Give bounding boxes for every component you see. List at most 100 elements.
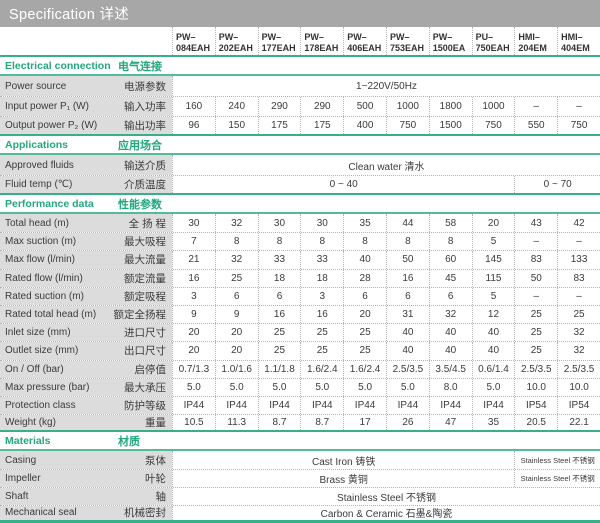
spec-cell: 9 xyxy=(214,305,258,324)
model-name-line2: 1500EA xyxy=(432,43,466,54)
row-values: 3 6 6 3 6 6 6 5– – xyxy=(172,287,600,305)
spec-cell: 25 xyxy=(214,269,258,287)
row-label-en: Rated suction (m) xyxy=(5,290,84,302)
spec-cell: 175 xyxy=(257,117,301,134)
spec-cell: Carbon & Ceramic 石墨&陶瓷 xyxy=(172,505,600,520)
spec-cell: 33 xyxy=(257,251,301,269)
table-row: Protection class 防护等级 IP44 IP44 IP44 IP44 IP44… xyxy=(0,395,600,415)
row-label-zh: 叶轮 xyxy=(145,473,166,486)
row-label: Max flow (l/min) 最大流量 xyxy=(0,251,172,269)
model-name-line2: 178EAH xyxy=(304,43,339,54)
table-row: Power source 电源参数 1~220V/50Hz xyxy=(0,76,600,96)
section-title-en: Applications xyxy=(5,138,69,151)
row-label: Fluid temp (℃) 介质温度 xyxy=(0,176,172,193)
row-label-en: Max flow (l/min) xyxy=(5,254,76,266)
spec-cell: 750 xyxy=(385,117,429,134)
spec-cell: 25 xyxy=(343,324,386,342)
row-values: 20 20 25 25 25 40 40 40 25 32 xyxy=(172,342,600,360)
row-label-en: Mechanical seal xyxy=(5,507,77,519)
model-name-line1: HMI– xyxy=(561,32,583,43)
row-label: Rated flow (l/min) 额定流量 xyxy=(0,269,172,287)
row-label-zh: 最大流量 xyxy=(124,254,166,267)
row-values: 16 25 18 18 28 16 45 115 50 83 xyxy=(172,269,600,287)
spec-cell: 30 xyxy=(172,214,215,233)
spec-cell: 8 xyxy=(428,233,472,251)
spec-cell: 10.5 xyxy=(172,415,215,431)
section-header: Materials 材质 xyxy=(0,432,600,452)
spec-cell: 25 xyxy=(557,305,600,324)
model-header-col: PW– 177EAH xyxy=(257,27,301,55)
spec-cell: IP54 xyxy=(514,396,557,415)
spec-cell: 25 xyxy=(257,324,301,342)
table-row: Rated suction (m) 额定吸程 3 6 6 3 6 6 6 5– – xyxy=(0,286,600,305)
spec-cell: 290 xyxy=(300,97,343,116)
spec-cell: 9 xyxy=(172,305,215,324)
model-name-line1: PW– xyxy=(218,32,239,43)
spec-cell: 6 xyxy=(214,287,258,305)
row-label-en: Power source xyxy=(5,80,67,92)
row-label-en: Approved fluids xyxy=(5,159,74,171)
model-name-line1: PW– xyxy=(389,32,410,43)
spec-cell: 2.5/3.5 xyxy=(557,360,600,378)
spec-cell: 8 xyxy=(385,233,429,251)
spec-cell: 5 xyxy=(471,233,515,251)
row-label: Input power P₁ (W) 输入功率 xyxy=(0,97,172,116)
spec-cell: 25 xyxy=(514,342,557,360)
row-label: Rated total head (m) 额定全扬程 xyxy=(0,305,172,324)
spec-cell: 25 xyxy=(300,342,343,360)
row-label: Outlet size (mm) 出口尺寸 xyxy=(0,342,172,360)
spec-cell: 25 xyxy=(514,324,557,342)
row-values: 7 8 8 8 8 8 8 5– – xyxy=(172,233,600,251)
spec-cell: 550 xyxy=(514,117,557,134)
spec-cell: 25 xyxy=(300,324,343,342)
spec-cell: 40 xyxy=(428,324,472,342)
model-header-col: PW– 753EAH xyxy=(385,27,429,55)
row-label-zh: 输入功率 xyxy=(124,101,166,113)
spec-cell: 2.5/3.5 xyxy=(385,360,429,378)
spec-cell: 40 xyxy=(343,251,386,269)
model-header-cells: PW– 084EAH PW– 202EAH PW– 177EAH PW– 178EAH PW– 4… xyxy=(172,27,600,55)
spec-cell: 32 xyxy=(214,214,258,233)
section-title-zh: 电气连接 xyxy=(118,60,162,73)
table-row: Casing 泵体 Cast Iron 铸铁 Stainless Steel 不锈钢 xyxy=(0,451,600,470)
model-name-line1: PW– xyxy=(432,32,453,43)
model-name-line2: 084EAH xyxy=(176,43,211,54)
spec-cell: 5.0 xyxy=(343,378,386,396)
row-label: Rated suction (m) 额定吸程 xyxy=(0,287,172,305)
row-values: 1~220V/50Hz xyxy=(172,76,600,96)
table-row: Rated total head (m) 额定全扬程 9 9 16 16 20 31 32 12 2… xyxy=(0,304,600,324)
row-label-en: Max pressure (bar) xyxy=(5,381,90,393)
row-label-zh: 启停值 xyxy=(134,363,167,376)
spec-cell: 240 xyxy=(214,97,258,116)
row-label-zh: 泵体 xyxy=(145,454,166,467)
spec-cell: 1.6/2.4 xyxy=(300,360,343,378)
model-name-line2: 404EM xyxy=(561,43,590,54)
table-row: Mechanical seal 机械密封 Carbon & Ceramic 石墨&陶… xyxy=(0,504,600,523)
row-label-zh: 重量 xyxy=(145,417,166,430)
spec-cell: 35 xyxy=(343,214,386,233)
spec-cell: 6 xyxy=(428,287,472,305)
row-label-en: Shaft xyxy=(5,490,29,502)
spec-cell: 40 xyxy=(385,342,429,360)
spec-cell: 5.0 xyxy=(214,378,258,396)
title-bar: Specification 详述 xyxy=(0,0,600,27)
row-label-en: Casing xyxy=(5,454,37,466)
spec-cell: IP44 xyxy=(385,396,429,415)
section-title-en: Materials xyxy=(5,434,51,447)
spec-cell: 8 xyxy=(343,233,386,251)
spec-cell: 43 xyxy=(514,214,557,233)
row-label-zh: 全 扬 程 xyxy=(128,217,166,230)
model-name-line1: PU– xyxy=(475,32,494,43)
row-label: Impeller 叶轮 xyxy=(0,470,172,488)
model-header-row: PW– 084EAH PW– 202EAH PW– 177EAH PW– 178EAH PW– 4… xyxy=(0,27,600,57)
spec-cell: 40 xyxy=(385,324,429,342)
model-name-line1: PW– xyxy=(304,32,324,43)
spec-cell: 3.5/4.5 xyxy=(428,360,472,378)
spec-cell: 32 xyxy=(557,342,600,360)
spec-cell: 3 xyxy=(300,287,343,305)
spec-cell: 16 xyxy=(172,269,215,287)
row-values: 96 150 175 175 400 750 1500 750 550 750 xyxy=(172,117,600,134)
table-row: Max suction (m) 最大吸程 7 8 8 8 8 8 8 5– – xyxy=(0,232,600,251)
section-header: Electrical connection 电气连接 xyxy=(0,57,600,76)
